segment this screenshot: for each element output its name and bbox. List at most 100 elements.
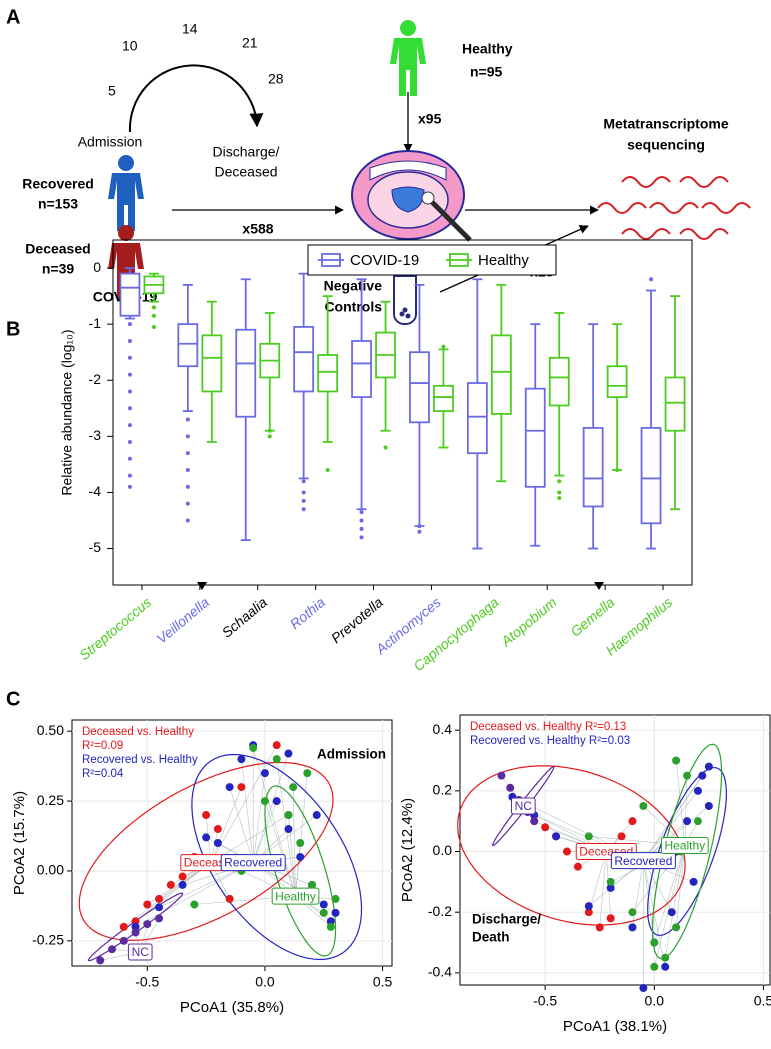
y-axis-label: PCoA2 (12.4%) bbox=[399, 798, 416, 902]
group-label-box bbox=[220, 854, 286, 872]
spoke bbox=[654, 845, 686, 967]
x-tick-label: Streptococcus bbox=[76, 594, 154, 663]
covid-n: x588 bbox=[242, 221, 273, 237]
timeline-arc bbox=[128, 64, 264, 133]
outlier bbox=[417, 529, 422, 534]
y-tick-label: -0.25 bbox=[32, 932, 64, 948]
point bbox=[541, 823, 550, 832]
point bbox=[272, 797, 281, 806]
annotation: Recovered vs. Healthy bbox=[82, 754, 198, 766]
healthy-label: Healthy bbox=[462, 41, 513, 57]
healthy-count: n=95 bbox=[470, 64, 503, 80]
spoke bbox=[252, 747, 296, 897]
x-axis-label: PCoA1 (35.8%) bbox=[180, 999, 284, 1016]
spoke bbox=[123, 862, 212, 928]
group-label: Healthy bbox=[275, 889, 316, 903]
recovered-label: Recovered bbox=[22, 176, 94, 192]
point bbox=[260, 769, 269, 778]
outlier bbox=[359, 518, 364, 523]
discharge-label: Deceased bbox=[214, 164, 277, 180]
box bbox=[293, 326, 315, 393]
y-tick-label: -0.4 bbox=[428, 964, 452, 980]
x-tick-label: Prevotella bbox=[328, 594, 386, 646]
point bbox=[552, 832, 561, 841]
discharge-label: Discharge/ bbox=[213, 144, 280, 160]
outlier bbox=[441, 344, 446, 349]
spoke bbox=[643, 766, 710, 861]
x-tick-label: Schaalia bbox=[219, 594, 271, 641]
spoke bbox=[210, 786, 242, 863]
box bbox=[177, 323, 199, 368]
outlier bbox=[127, 473, 132, 478]
outlier bbox=[127, 389, 132, 394]
point bbox=[213, 825, 222, 834]
outlier bbox=[127, 372, 132, 377]
point bbox=[289, 783, 298, 792]
y-tick-label: -3 bbox=[89, 427, 102, 443]
box bbox=[409, 351, 430, 424]
point bbox=[704, 802, 713, 811]
box bbox=[466, 382, 488, 455]
point bbox=[225, 894, 234, 903]
box bbox=[119, 272, 141, 317]
outlier bbox=[127, 338, 132, 343]
point bbox=[661, 962, 670, 971]
point bbox=[331, 908, 340, 917]
box bbox=[490, 334, 512, 415]
outlier bbox=[185, 434, 190, 439]
point bbox=[331, 894, 340, 903]
point bbox=[213, 839, 222, 847]
y-tick-label: 0.25 bbox=[37, 792, 64, 808]
point bbox=[143, 900, 152, 909]
x-tick-label: -0.5 bbox=[533, 993, 557, 1009]
x-tick-label: 0.5 bbox=[754, 993, 771, 1009]
point bbox=[284, 811, 293, 820]
outlier bbox=[151, 305, 156, 310]
point bbox=[628, 923, 637, 932]
outlier bbox=[649, 277, 654, 282]
annotation: R²=0.04 bbox=[82, 768, 124, 780]
ellipse bbox=[457, 765, 686, 926]
ellipse bbox=[78, 761, 334, 941]
y-tick-label: 0.50 bbox=[37, 722, 64, 738]
point bbox=[562, 847, 571, 856]
point bbox=[683, 817, 692, 826]
box bbox=[582, 427, 604, 508]
point bbox=[178, 880, 187, 889]
point bbox=[296, 852, 305, 861]
legend-label: Healthy bbox=[478, 252, 529, 269]
point bbox=[319, 908, 328, 917]
y-axis-label: Relative abundance (log₁₀) bbox=[59, 329, 75, 495]
group-label-box bbox=[610, 852, 676, 870]
outlier bbox=[127, 439, 132, 444]
y-tick-label: -0.2 bbox=[428, 903, 452, 919]
point bbox=[639, 984, 648, 993]
box bbox=[606, 365, 628, 398]
point bbox=[672, 756, 681, 765]
outlier bbox=[127, 406, 132, 411]
x-tick-label: 0.0 bbox=[645, 993, 665, 1009]
outlier bbox=[127, 322, 132, 327]
x-tick-label: 0.0 bbox=[255, 974, 275, 990]
box bbox=[640, 427, 662, 525]
point bbox=[312, 811, 321, 820]
sequencing-label: Metatranscriptome bbox=[603, 116, 728, 132]
outlier bbox=[359, 510, 364, 515]
point bbox=[202, 811, 211, 820]
point bbox=[584, 902, 593, 911]
y-tick-label: 0.00 bbox=[37, 862, 64, 878]
outlier bbox=[185, 501, 190, 506]
spoke bbox=[292, 787, 296, 897]
spoke bbox=[252, 800, 277, 863]
outlier bbox=[325, 468, 330, 472]
point bbox=[639, 802, 648, 811]
point bbox=[155, 903, 164, 912]
panel-letter: A bbox=[6, 6, 20, 28]
spoke bbox=[588, 851, 607, 913]
box bbox=[664, 376, 686, 432]
y-tick-label: 0.2 bbox=[433, 782, 453, 798]
box bbox=[433, 384, 454, 412]
outlier bbox=[557, 490, 562, 495]
outlier bbox=[127, 355, 132, 360]
